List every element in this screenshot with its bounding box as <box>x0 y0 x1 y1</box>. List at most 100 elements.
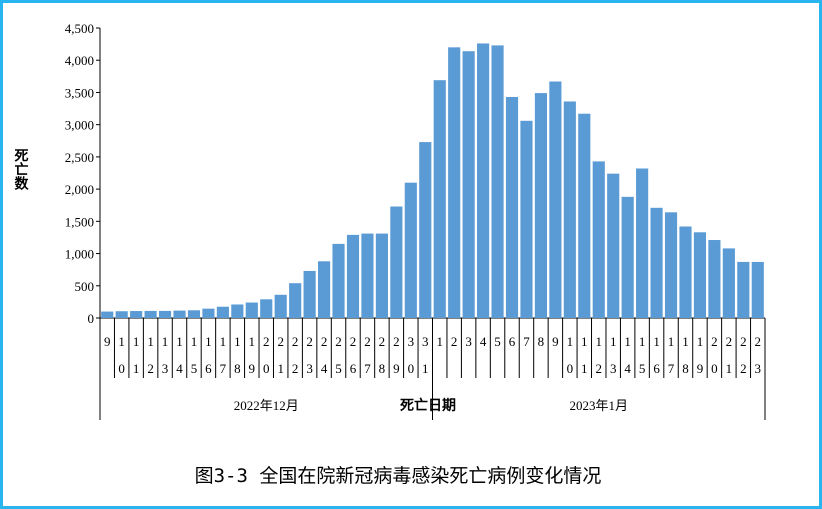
bar <box>101 311 114 318</box>
x-tick-label: 17 <box>664 334 679 388</box>
bar <box>130 311 143 318</box>
x-tick-label: 19 <box>244 334 259 388</box>
x-tick-label: 14 <box>172 334 187 388</box>
x-tick-label: 13 <box>158 334 173 388</box>
x-tick-label: 31 <box>418 334 433 388</box>
x-tick-label: 17 <box>215 334 230 388</box>
x-tick-label: 12 <box>591 334 606 388</box>
bar <box>419 142 432 318</box>
x-tick-label: 13 <box>606 334 621 388</box>
x-tick-label: 3 <box>461 334 476 361</box>
bar <box>346 234 360 318</box>
x-tick-label: 15 <box>635 334 650 388</box>
y-tick-label: 2,500 <box>65 150 94 165</box>
x-tick-label: 10 <box>562 334 577 388</box>
bar <box>621 196 634 318</box>
x-tick-label: 7 <box>519 334 534 361</box>
x-axis-label: 死亡日期 <box>399 397 456 414</box>
x-tick-label: 19 <box>692 334 707 388</box>
caption: 图3-3 全国在院新冠病毒感染死亡病例变化情况 <box>195 465 602 487</box>
x-tick-label: 11 <box>129 334 144 388</box>
x-tick-label: 23 <box>750 334 765 388</box>
bar <box>318 261 331 318</box>
bar <box>404 182 417 318</box>
bar <box>187 310 201 318</box>
x-tick-label: 27 <box>360 334 375 388</box>
bar <box>260 299 273 318</box>
y-tick-label: 2,000 <box>65 182 94 197</box>
bar <box>722 248 735 318</box>
x-tick-label: 2 <box>447 334 462 361</box>
bar <box>650 207 663 318</box>
bar <box>549 81 562 318</box>
y-tick-label: 3,500 <box>65 85 94 100</box>
bar <box>448 47 461 318</box>
x-tick-label: 18 <box>678 334 693 388</box>
y-tick-label: 500 <box>75 279 95 294</box>
bar <box>737 261 750 318</box>
x-tick-label: 21 <box>721 334 736 388</box>
x-tick-label: 30 <box>403 334 418 388</box>
y-tick-label: 0 <box>88 311 95 326</box>
bar <box>708 240 721 318</box>
bar <box>664 212 678 318</box>
bar <box>505 96 519 318</box>
bar <box>115 311 128 318</box>
bar <box>361 233 374 318</box>
x-tick-label: 10 <box>114 334 129 388</box>
x-tick-label: 12 <box>143 334 158 388</box>
x-tick-label: 9 <box>100 334 115 361</box>
x-tick-label: 28 <box>374 334 389 388</box>
x-tick-label: 16 <box>201 334 216 388</box>
bar <box>245 302 258 318</box>
bar <box>679 226 692 318</box>
x-tick-label: 15 <box>186 334 201 388</box>
bar <box>289 283 302 318</box>
x-tick-label: 25 <box>331 334 346 388</box>
bar <box>375 233 388 318</box>
bar <box>274 294 287 318</box>
x-tick-label: 5 <box>490 334 505 361</box>
x-tick-label: 6 <box>505 334 520 361</box>
bar <box>477 43 490 318</box>
y-tick-label: 1,500 <box>65 214 94 229</box>
bar <box>520 120 533 318</box>
y-axis-label: 死亡数 <box>13 148 30 191</box>
bar <box>144 310 157 318</box>
x-tick-label: 4 <box>476 334 491 361</box>
x-tick-label: 1 <box>432 334 447 361</box>
x-tick-label: 22 <box>736 334 751 388</box>
bar <box>158 310 172 318</box>
bar <box>607 173 620 318</box>
y-tick-label: 4,000 <box>65 53 94 68</box>
x-tick-label: 24 <box>317 334 332 388</box>
y-tick-label: 3,000 <box>65 118 94 133</box>
bar <box>303 270 316 318</box>
group-label: 2022年12月 <box>234 398 299 413</box>
x-tick-label: 20 <box>707 334 722 388</box>
bar <box>491 45 504 319</box>
bar <box>636 168 649 318</box>
x-tick-label: 8 <box>533 334 548 361</box>
bar <box>433 80 446 318</box>
bar <box>693 232 707 318</box>
bar <box>751 261 764 318</box>
bar <box>216 306 229 318</box>
x-tick-label: 16 <box>649 334 664 388</box>
y-tick-label: 1,000 <box>65 247 94 262</box>
bar <box>462 51 475 318</box>
bar <box>563 101 576 318</box>
group-label: 2023年1月 <box>569 398 628 413</box>
x-tick-label: 11 <box>577 334 592 388</box>
bar <box>332 243 345 318</box>
x-tick-label: 26 <box>345 334 360 388</box>
x-tick-label: 22 <box>288 334 303 388</box>
bar <box>578 113 591 318</box>
bar <box>173 310 186 318</box>
x-tick-label: 9 <box>548 334 563 361</box>
bar <box>202 308 215 318</box>
x-tick-label: 14 <box>620 334 635 388</box>
y-tick-label: 4,500 <box>65 21 94 36</box>
